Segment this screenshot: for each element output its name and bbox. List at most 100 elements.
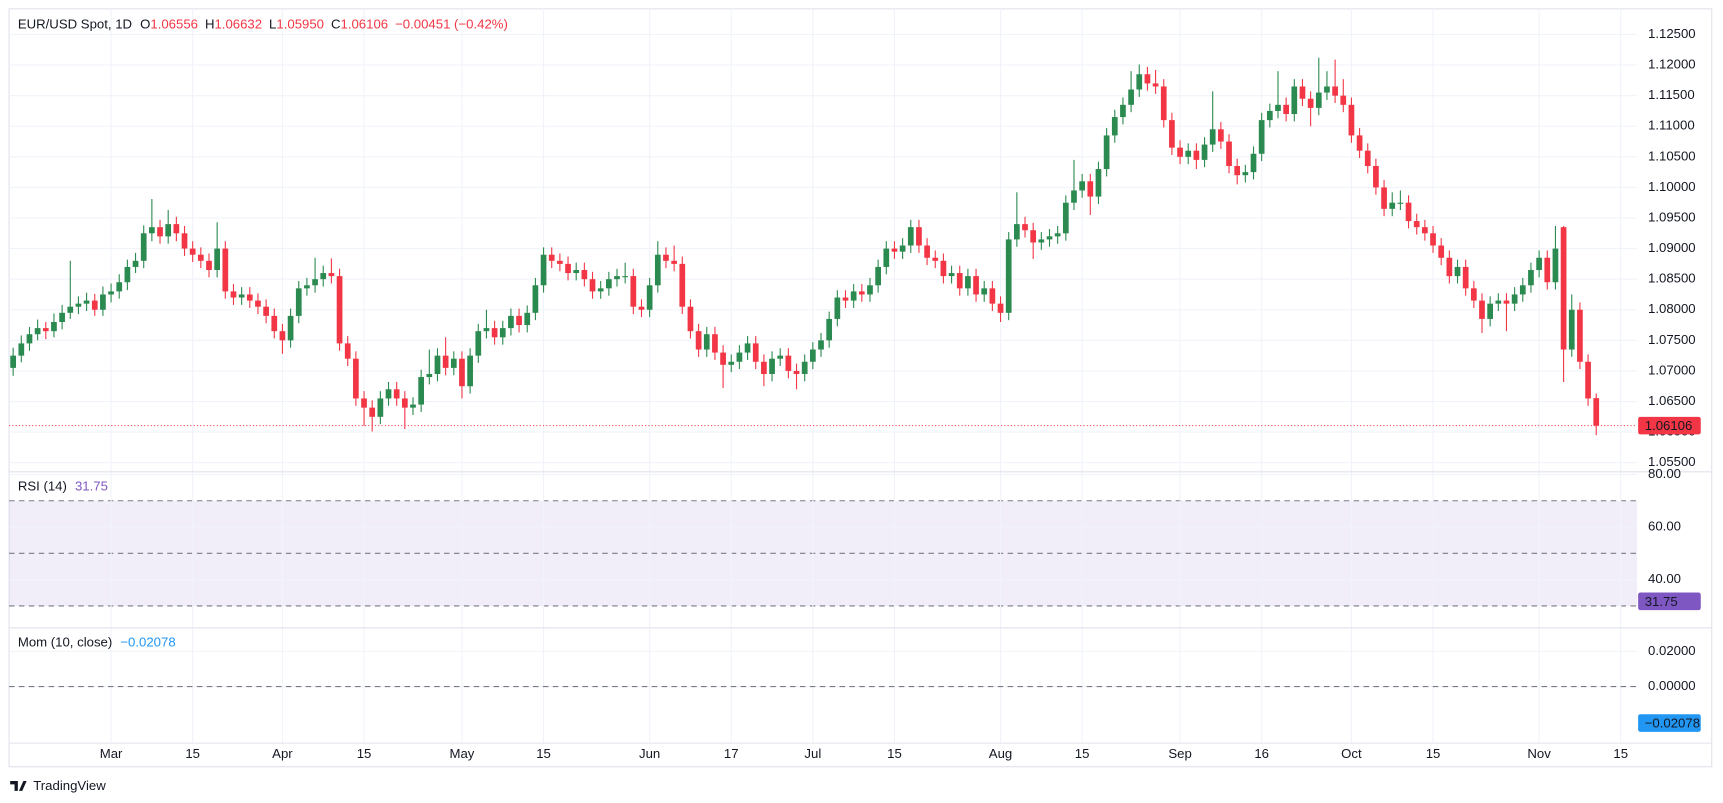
y-tick-label: 1.09000 [1648, 240, 1696, 255]
candle-body [1283, 104, 1290, 115]
candle-body [720, 352, 726, 365]
rsi-legend: RSI (14) 31.75 [18, 479, 108, 494]
candle-body [434, 355, 441, 374]
candle-body [1462, 266, 1469, 289]
candle-body [614, 276, 620, 280]
candle-body [51, 321, 57, 332]
candle-body [532, 285, 539, 313]
candle-body [1120, 104, 1126, 118]
candle-body [410, 404, 416, 408]
last-value-label: −0.02078 [1645, 716, 1700, 731]
candle-body [1413, 221, 1420, 228]
candle-body [777, 355, 784, 359]
candle-body [1209, 129, 1216, 145]
candle-body [761, 361, 767, 374]
candle-body [418, 377, 425, 405]
candle-body [834, 297, 841, 319]
candle-body [1340, 95, 1347, 105]
candle-body [238, 294, 245, 298]
candle-body [1087, 181, 1094, 197]
candle-body [1144, 74, 1151, 84]
last-value-box [1638, 592, 1701, 611]
candle-body [565, 263, 571, 274]
x-tick-label: 15 [1075, 746, 1090, 761]
candle-body [1038, 239, 1045, 243]
candle-body [279, 331, 286, 341]
candle-body [1103, 135, 1110, 170]
candle-body [646, 285, 653, 310]
candle-body [100, 294, 106, 310]
candle-body [965, 276, 971, 289]
candle-body [867, 285, 873, 295]
x-tick-label: Mar [100, 746, 123, 761]
y-tick-label: 0.00000 [1648, 678, 1696, 693]
candle-body [548, 254, 555, 261]
x-tick-label: May [450, 746, 475, 761]
x-tick-label: Sep [1168, 746, 1191, 761]
candle-body [891, 248, 898, 252]
candle-body [336, 276, 343, 344]
ohlc-key: C [331, 17, 341, 32]
candle-body [459, 358, 465, 387]
ohlc-value: 1.05950 [276, 17, 324, 32]
candle-body [1536, 257, 1542, 270]
candle-body [426, 373, 433, 378]
brand-name: TradingView [33, 778, 106, 793]
candle-body [597, 288, 604, 292]
candle-body [1095, 169, 1102, 197]
candle-body [189, 248, 196, 255]
candle-body [1479, 300, 1485, 319]
label-layer: 1.055001.060001.065001.070001.075001.080… [100, 26, 1701, 761]
candle-body [1307, 98, 1314, 108]
y-tick-label: 1.07500 [1648, 332, 1696, 347]
candle-body [940, 260, 947, 277]
candle-body [1381, 187, 1387, 209]
candle-body [916, 227, 922, 246]
candle-body [108, 291, 114, 295]
candle-body [206, 260, 212, 270]
candle-body [1275, 104, 1281, 111]
last-value-box [1638, 714, 1701, 732]
candle-body [10, 355, 17, 368]
candle-body [491, 328, 498, 338]
x-tick-label: Jun [639, 746, 660, 761]
candle-body [1030, 230, 1037, 243]
candle-body [1495, 300, 1502, 304]
candle-body [377, 398, 384, 417]
ohlc-value: 1.06106 [341, 17, 389, 32]
x-tick-label: Oct [1341, 746, 1362, 761]
x-tick-label: 15 [357, 746, 372, 761]
x-tick-label: Nov [1527, 746, 1551, 761]
candle-body [214, 248, 221, 270]
candle-body [736, 352, 743, 362]
mom-legend: Mom (10, close) −0.02078 [18, 635, 176, 650]
candle-body [1152, 83, 1159, 87]
candle-body [997, 303, 1004, 313]
candle-body [42, 328, 49, 332]
candle-body [1389, 202, 1396, 209]
candle-body [230, 291, 237, 298]
price-change: −0.00451 (−0.42%) [395, 17, 508, 32]
candle-body [385, 389, 392, 399]
candle-body [1226, 141, 1232, 167]
y-tick-label: 40.00 [1648, 571, 1681, 586]
y-tick-label: 80.00 [1648, 466, 1681, 481]
candle-body [1568, 309, 1575, 350]
last-value-label: 31.75 [1645, 594, 1678, 609]
y-tick-label: 1.07000 [1648, 362, 1696, 377]
candle-body [1511, 294, 1518, 304]
candle-body [605, 279, 612, 289]
candle-body [524, 312, 531, 326]
y-tick-label: 1.10000 [1648, 179, 1696, 194]
candle-body [132, 260, 139, 267]
candle-body [393, 389, 400, 399]
candle-body [809, 349, 816, 362]
candle-body [1356, 135, 1363, 151]
candle-body [1185, 150, 1192, 157]
y-tick-label: 0.02000 [1648, 643, 1696, 658]
y-tick-label: 1.12500 [1648, 26, 1696, 41]
candle-body [246, 294, 253, 301]
marks-layer [9, 57, 1638, 436]
